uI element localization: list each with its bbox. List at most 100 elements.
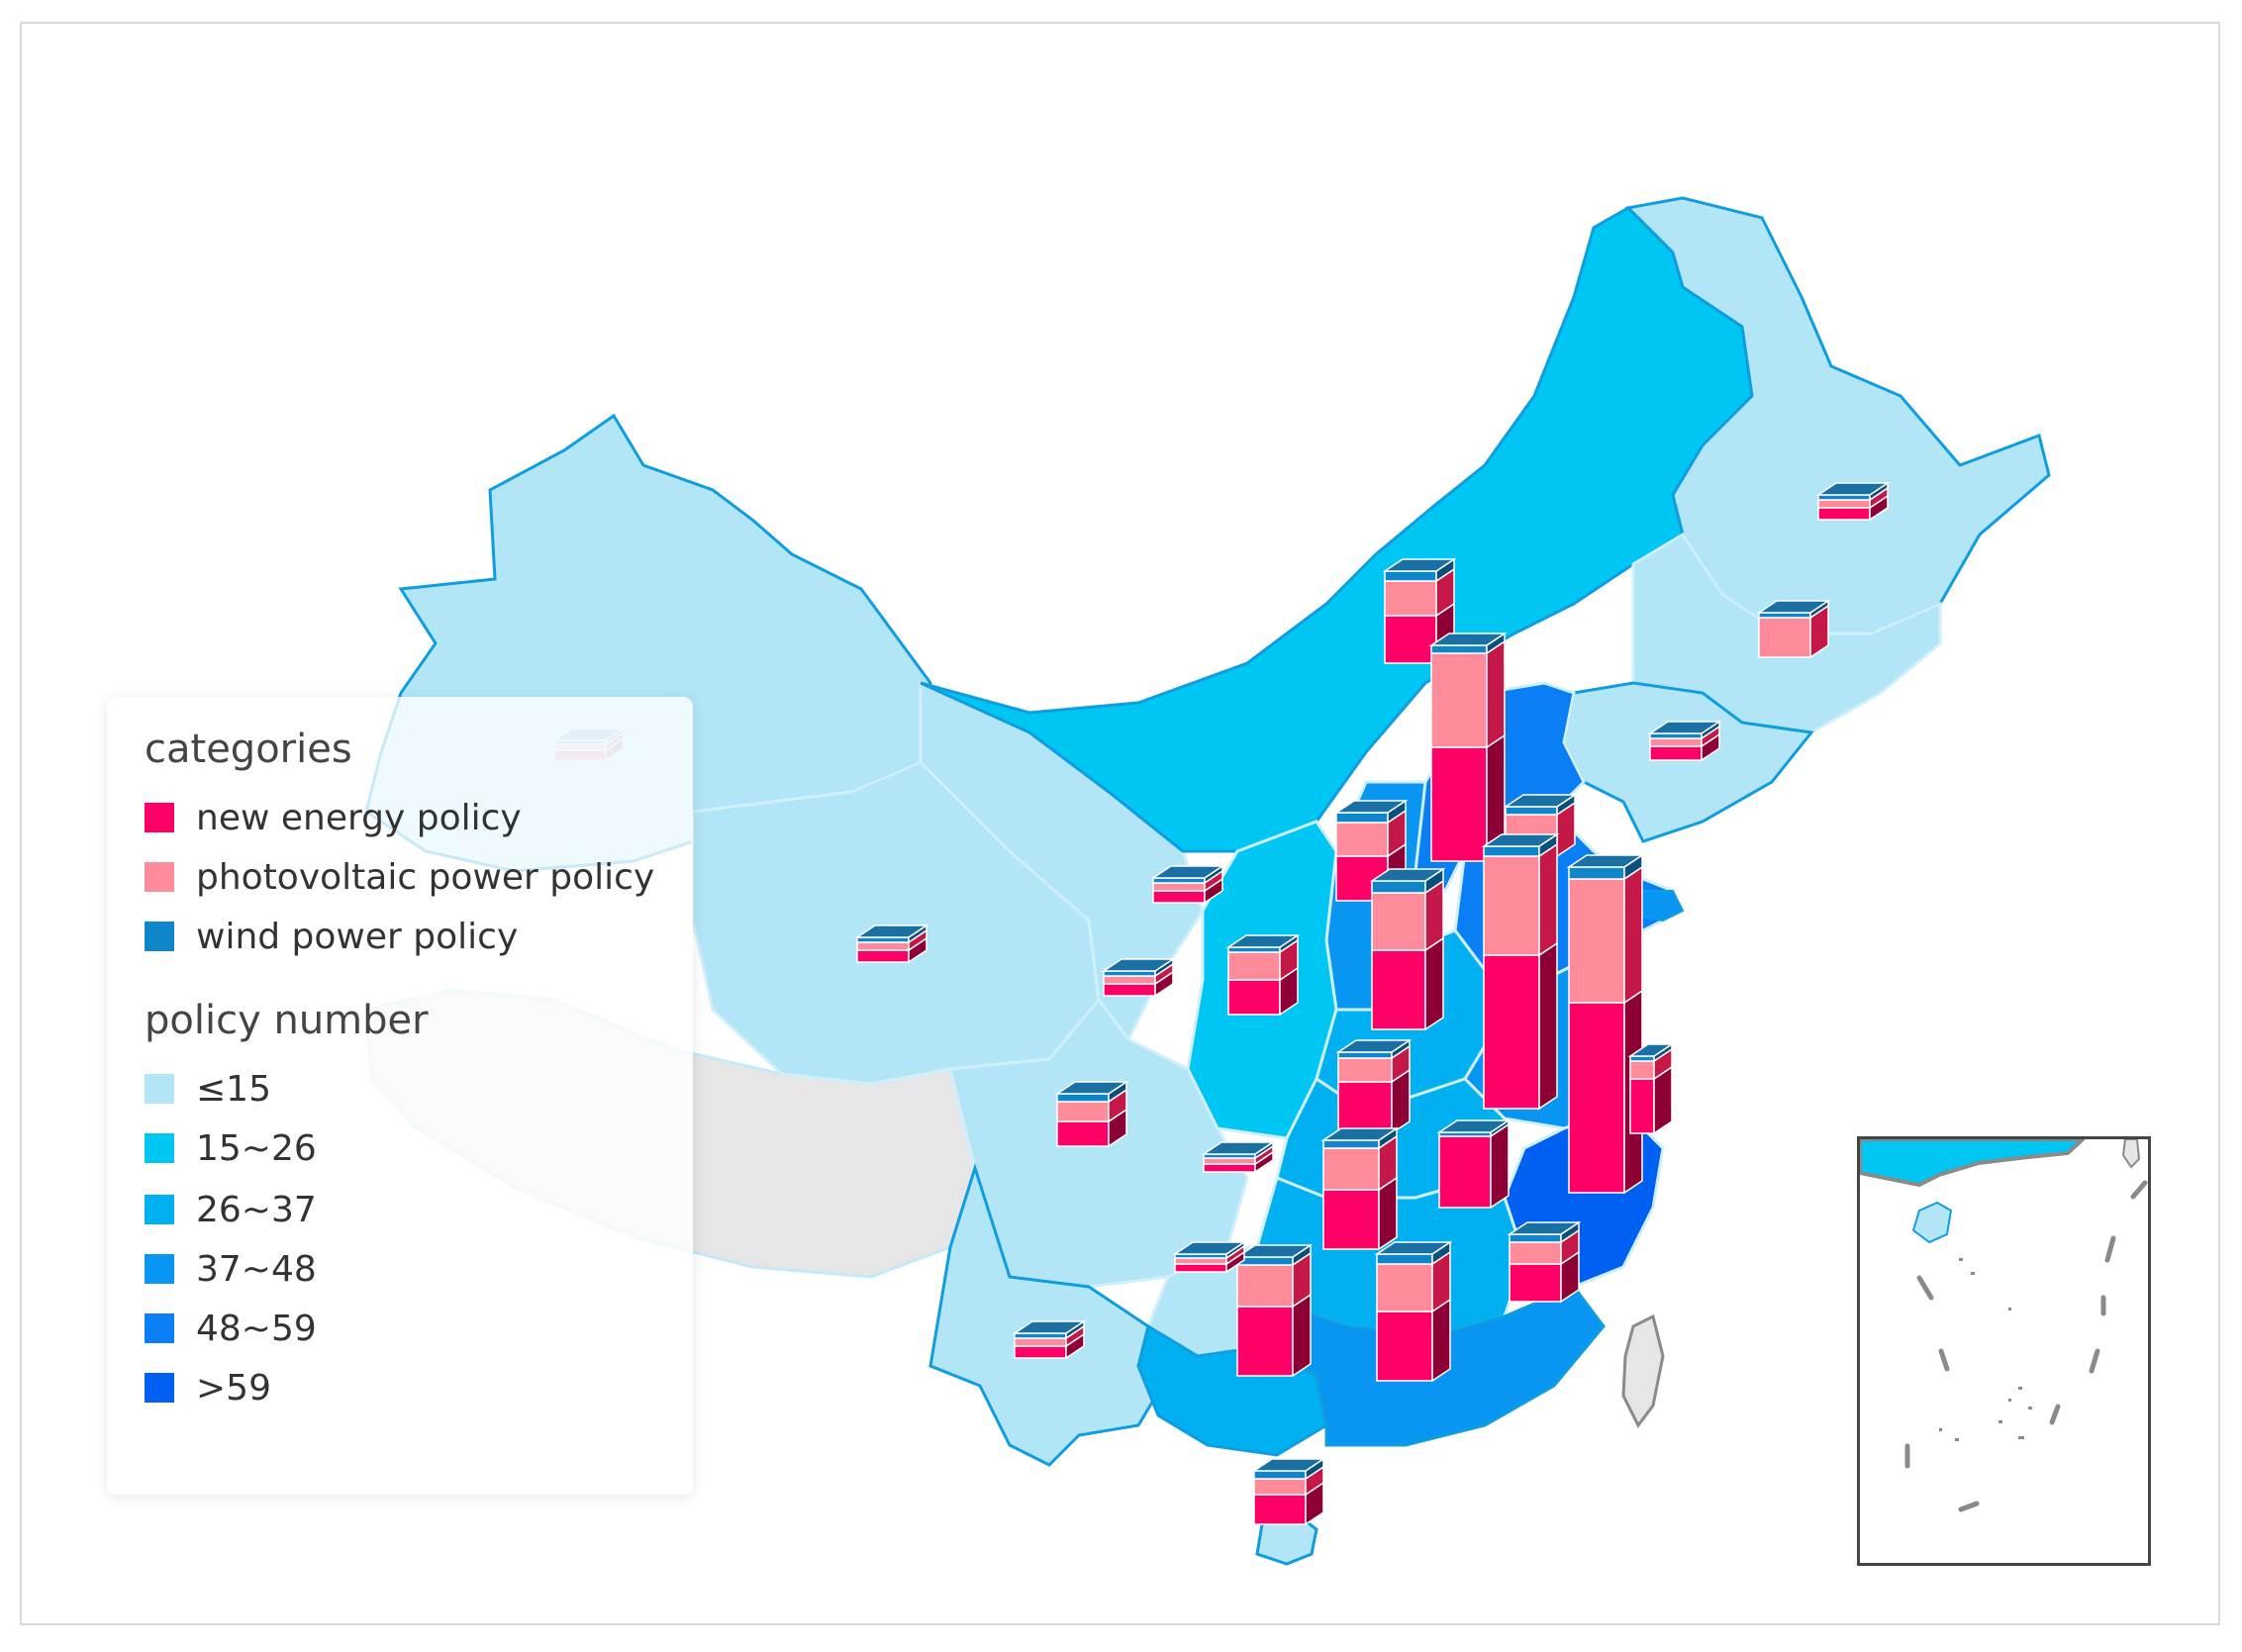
inset-hainan <box>1911 1201 1953 1244</box>
new-energy-segment-front <box>1152 890 1206 904</box>
province-bar <box>1251 1457 1326 1526</box>
bar-top <box>1382 558 1457 572</box>
new-energy-segment-front <box>856 949 910 963</box>
photovoltaic-segment-front <box>1174 1257 1227 1265</box>
legend-label: >59 <box>196 1367 271 1409</box>
new-energy-segment-front <box>1203 1163 1256 1173</box>
legend-label: 37~48 <box>196 1248 317 1290</box>
legend-scale-5: 48~59 <box>145 1307 317 1350</box>
bar-top <box>1201 1141 1276 1155</box>
new-energy-segment-front <box>1430 746 1488 862</box>
province-bar <box>1054 1080 1129 1148</box>
bar-top <box>1234 1244 1314 1258</box>
photovoltaic-segment-front <box>1253 1478 1307 1496</box>
wind-segment-front <box>1505 806 1558 816</box>
province-bar <box>1320 1126 1400 1251</box>
bar-top <box>1756 600 1831 614</box>
legend: categories new energy policy photovoltai… <box>107 697 693 1495</box>
scale-swatch <box>145 1313 174 1343</box>
bar-top <box>1333 800 1409 814</box>
legend-scale-3: 26~37 <box>145 1188 317 1231</box>
bar-top <box>1374 1241 1453 1255</box>
wind-segment-front <box>1376 1253 1433 1265</box>
province-bar <box>1172 1240 1247 1274</box>
province-bar <box>1566 853 1645 1195</box>
new-energy-segment-front <box>1376 1311 1433 1382</box>
new-energy-segment-front <box>1568 1002 1625 1194</box>
bar-top <box>1012 1320 1087 1334</box>
photovoltaic-segment-front <box>1227 951 1281 981</box>
province-bar <box>1335 1038 1413 1135</box>
province-bar <box>1647 720 1722 762</box>
bar-top <box>1172 1241 1247 1255</box>
bar-top <box>1320 1127 1400 1141</box>
province-bar <box>1428 632 1508 863</box>
photovoltaic-segment-front <box>1817 499 1871 509</box>
photovoltaic-segment-front <box>1056 1101 1110 1122</box>
photovoltaic-segment-front <box>1649 737 1703 747</box>
inset-map <box>1860 1139 2148 1512</box>
new-energy-segment-front <box>1056 1120 1110 1147</box>
wind-segment-front <box>1056 1093 1110 1103</box>
wind-segment-front <box>1430 644 1488 654</box>
legend-scale-6: >59 <box>145 1366 271 1409</box>
photovoltaic-segment-front <box>1236 1264 1294 1308</box>
scale-swatch <box>145 1254 174 1284</box>
bar-top <box>1335 1039 1413 1053</box>
bar-top <box>1503 794 1578 808</box>
province-bar <box>1225 933 1301 1017</box>
bar-top <box>1507 1221 1582 1235</box>
photovoltaic-segment-front <box>1371 892 1426 951</box>
photovoltaic-segment-front <box>1335 822 1389 857</box>
bar-top <box>1436 1119 1511 1133</box>
new-energy-segment-front <box>1337 1081 1393 1134</box>
wind-segment-front <box>1568 866 1625 880</box>
bar-top <box>1481 833 1560 847</box>
wind-segment-front <box>1253 1470 1307 1480</box>
province-bar <box>1369 867 1446 1031</box>
legend-label: 26~37 <box>196 1189 317 1230</box>
bar-top <box>854 924 929 938</box>
bar-top <box>1428 632 1508 646</box>
bar-top <box>1815 482 1891 496</box>
photovoltaic-segment-side <box>1623 865 1643 1005</box>
new-energy-segment-front <box>1438 1135 1492 1209</box>
province-bar <box>1756 599 1831 659</box>
legend-label: ≤15 <box>196 1068 271 1110</box>
legend-scale-2: 15~26 <box>145 1126 317 1170</box>
legend-label: photovoltaic power policy <box>196 856 655 898</box>
new-energy-segment-front <box>1322 1189 1380 1250</box>
province-bar <box>1201 1140 1276 1174</box>
scale-swatch <box>145 1133 174 1163</box>
new-energy-segment-front <box>1384 615 1437 664</box>
wind-segment-front <box>1483 845 1540 857</box>
wind-segment-front <box>1371 880 1426 894</box>
new-energy-segment-side <box>1538 941 1558 1111</box>
new-energy-segment-front <box>1371 949 1426 1030</box>
new-energy-segment-side <box>1431 1298 1451 1383</box>
bar-top <box>1251 1458 1326 1472</box>
photovoltaic-segment-front <box>1629 1060 1655 1080</box>
inset-dashed-boundary <box>1904 1180 2148 1512</box>
new-energy-segment-front <box>1509 1263 1562 1303</box>
legend-scale-4: 37~48 <box>145 1247 317 1291</box>
new-energy-segment-front <box>1174 1263 1227 1273</box>
photovoltaic-segment-front <box>1483 855 1540 956</box>
legend-item-wind: wind power policy <box>145 915 518 958</box>
wind-swatch <box>145 922 174 951</box>
photovoltaic-segment-front <box>1568 878 1625 1004</box>
new-energy-segment-front <box>1253 1494 1307 1525</box>
south-china-sea-inset <box>1857 1136 2151 1566</box>
new-energy-segment-side <box>1292 1293 1312 1378</box>
wind-segment-front <box>1335 812 1389 824</box>
bar-top <box>1101 958 1176 972</box>
scale-swatch <box>145 1074 174 1104</box>
province-bar <box>1012 1319 1087 1360</box>
inset-islands <box>1939 1258 2032 1441</box>
province-bar <box>1382 557 1457 665</box>
photovoltaic-segment-front <box>1509 1241 1562 1265</box>
new-energy-segment-front <box>1649 745 1703 761</box>
province-bar <box>1815 481 1891 522</box>
province-bar <box>1627 1042 1675 1135</box>
photovoltaic-segment-side <box>1538 842 1558 957</box>
